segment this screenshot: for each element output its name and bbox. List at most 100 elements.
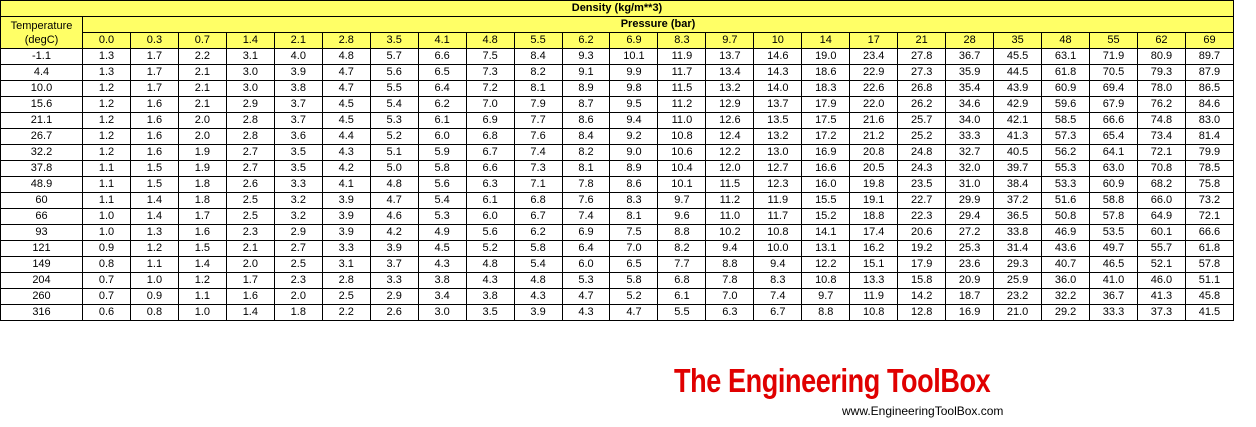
density-cell: 61.8 xyxy=(1184,240,1235,257)
density-cell: 6.6 xyxy=(417,48,467,65)
density-cell: 4.8 xyxy=(465,256,515,273)
density-cell: 3.3 xyxy=(273,176,323,193)
density-cell: 10.1 xyxy=(609,48,659,65)
density-cell: 25.9 xyxy=(993,272,1043,289)
density-cell: 78.0 xyxy=(1136,80,1186,97)
density-cell: 18.6 xyxy=(801,64,851,81)
pressure-values-row: 0.0 0.3 0.7 1.4 2.1 2.8 3.5 4.1 4.8 5.5 6.2 6.9 8.3 9… xyxy=(1,32,1235,49)
density-cell: 13.5 xyxy=(753,112,803,129)
density-cell: 60.9 xyxy=(1041,80,1091,97)
density-cell: 5.6 xyxy=(417,176,467,193)
pressure-header-cell: 5.5 xyxy=(513,32,563,49)
density-cell: 8.3 xyxy=(753,272,803,289)
density-cell: 11.5 xyxy=(705,176,755,193)
density-cell: 2.1 xyxy=(177,64,227,81)
density-cell: 83.0 xyxy=(1184,112,1235,129)
density-cell: 1.2 xyxy=(177,272,227,289)
density-cell: 2.3 xyxy=(225,224,275,241)
pressure-header-cell: 6.2 xyxy=(561,32,611,49)
density-cell: 3.8 xyxy=(465,288,515,305)
density-cell: 9.3 xyxy=(561,48,611,65)
density-cell: 43.6 xyxy=(1041,240,1091,257)
density-cell: 14.2 xyxy=(897,288,947,305)
density-cell: 3.9 xyxy=(321,208,371,225)
density-cell: 1.4 xyxy=(177,256,227,273)
density-cell: 55.3 xyxy=(1041,160,1091,177)
pressure-header-cell: 0.7 xyxy=(177,32,227,49)
pressure-header-cell: 0.0 xyxy=(82,32,131,49)
density-cell: 12.8 xyxy=(897,304,947,321)
density-cell: 1.2 xyxy=(82,144,131,161)
density-cell: 53.5 xyxy=(1089,224,1138,241)
pressure-header-cell: 35 xyxy=(993,32,1043,49)
density-cell: 1.3 xyxy=(82,48,131,65)
density-cell: 74.8 xyxy=(1136,112,1186,129)
density-cell: 24.8 xyxy=(897,144,947,161)
temperature-cell: 260 xyxy=(0,288,83,305)
density-cell: 70.5 xyxy=(1089,64,1138,81)
density-cell: 55.7 xyxy=(1136,240,1186,257)
density-cell: 2.1 xyxy=(177,80,227,97)
density-cell: 26.2 xyxy=(897,96,947,113)
density-cell: 1.6 xyxy=(225,288,275,305)
density-cell: 14.0 xyxy=(753,80,803,97)
site-url[interactable]: www.EngineeringToolBox.com xyxy=(842,404,1004,418)
density-cell: 86.5 xyxy=(1184,80,1235,97)
density-cell: 4.8 xyxy=(513,272,563,289)
density-cell: 10.4 xyxy=(657,160,707,177)
density-cell: 7.7 xyxy=(657,256,707,273)
density-cell: 8.9 xyxy=(561,80,611,97)
density-cell: 13.0 xyxy=(753,144,803,161)
density-cell: 29.9 xyxy=(945,192,995,209)
density-cell: 13.2 xyxy=(705,80,755,97)
density-cell: 1.4 xyxy=(129,208,179,225)
density-cell: 2.9 xyxy=(369,288,419,305)
density-cell: 1.8 xyxy=(177,176,227,193)
density-cell: 1.2 xyxy=(129,240,179,257)
density-cell: 12.7 xyxy=(753,160,803,177)
density-cell: 34.0 xyxy=(945,112,995,129)
density-cell: 7.4 xyxy=(513,144,563,161)
density-cell: 13.1 xyxy=(801,240,851,257)
density-cell: 20.6 xyxy=(897,224,947,241)
density-cell: 5.5 xyxy=(657,304,707,321)
density-cell: 10.8 xyxy=(753,224,803,241)
density-cell: 2.0 xyxy=(177,112,227,129)
density-cell: 0.8 xyxy=(82,256,131,273)
density-cell: 23.6 xyxy=(945,256,995,273)
density-cell: 1.2 xyxy=(82,96,131,113)
density-cell: 6.0 xyxy=(465,208,515,225)
pressure-header-cell: 4.8 xyxy=(465,32,515,49)
temperature-cell: 32.2 xyxy=(0,144,83,161)
density-cell: 3.5 xyxy=(465,304,515,321)
density-cell: 6.7 xyxy=(753,304,803,321)
pressure-header-cell: 3.5 xyxy=(369,32,419,49)
density-cell: 5.7 xyxy=(369,48,419,65)
density-cell: 58.5 xyxy=(1041,112,1091,129)
density-cell: 8.6 xyxy=(609,176,659,193)
density-cell: 13.7 xyxy=(705,48,755,65)
density-cell: 2.7 xyxy=(273,240,323,257)
pressure-header-cell: 62 xyxy=(1136,32,1186,49)
density-cell: 11.9 xyxy=(849,288,899,305)
density-cell: 6.5 xyxy=(609,256,659,273)
density-cell: 1.0 xyxy=(82,224,131,241)
table-row: 316 0.6 0.8 1.0 1.4 1.8 2.2 2.6 3.0 3.5 3.9 4.3 4.7 5… xyxy=(0,304,1235,321)
pressure-header-cell: 8.3 xyxy=(657,32,707,49)
table-row: 26.7 1.2 1.6 2.0 2.8 3.6 4.4 5.2 6.0 6.8 7.6 8.4 9.2… xyxy=(0,128,1235,145)
table-row: 93 1.0 1.3 1.6 2.3 2.9 3.9 4.2 4.9 5.6 6.2 6.9 7.5 8.… xyxy=(0,224,1235,241)
engineering-toolbox-logo[interactable]: The Engineering ToolBox xyxy=(674,362,991,399)
density-cell: 7.5 xyxy=(465,48,515,65)
density-cell: 8.7 xyxy=(561,96,611,113)
density-cell: 2.6 xyxy=(369,304,419,321)
density-cell: 3.6 xyxy=(273,128,323,145)
density-cell: 9.1 xyxy=(561,64,611,81)
density-cell: 9.7 xyxy=(801,288,851,305)
density-cell: 11.5 xyxy=(657,80,707,97)
pressure-header: Pressure (bar) xyxy=(82,16,1234,33)
table-row: 15.6 1.2 1.6 2.1 2.9 3.7 4.5 5.4 6.2 7.0 7.9 8.7 9.5… xyxy=(0,96,1235,113)
density-cell: 1.1 xyxy=(82,176,131,193)
pressure-header-cell: 6.9 xyxy=(609,32,659,49)
density-cell: 20.8 xyxy=(849,144,899,161)
density-cell: 5.0 xyxy=(369,160,419,177)
